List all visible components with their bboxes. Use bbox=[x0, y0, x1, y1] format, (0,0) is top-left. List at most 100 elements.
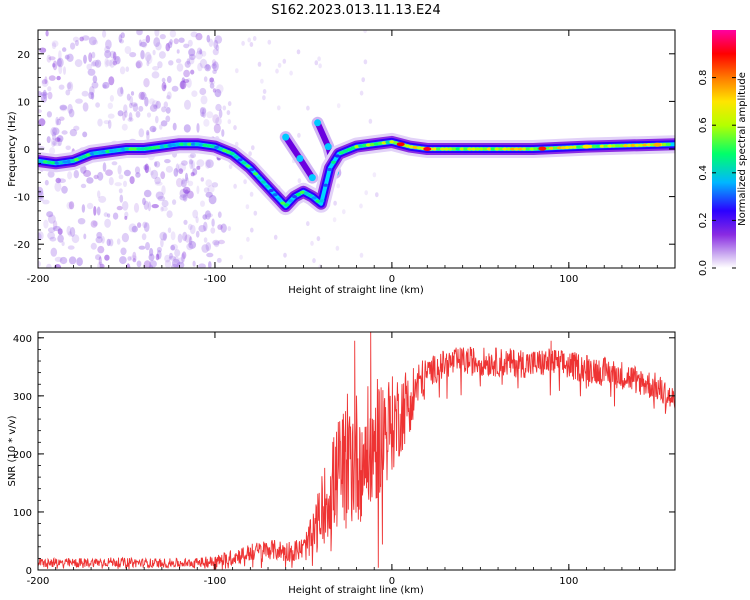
scatter-blob bbox=[147, 201, 151, 212]
scatter-blob bbox=[38, 118, 46, 127]
trace-bead bbox=[225, 150, 231, 154]
spectrogram-x-ticks: -200 -100 0 100 bbox=[27, 30, 676, 285]
scatter-blob bbox=[80, 183, 87, 189]
y-tick-label: 10 bbox=[17, 97, 30, 108]
trace-bead bbox=[521, 147, 527, 151]
scatter-blob bbox=[246, 236, 250, 242]
scatter-blob bbox=[47, 91, 53, 100]
scatter-blob bbox=[277, 105, 281, 111]
scatter-blob bbox=[95, 102, 100, 108]
scatter-blob bbox=[228, 164, 233, 170]
scatter-blob bbox=[152, 100, 159, 108]
trace-bead bbox=[591, 144, 597, 148]
scatter-blob bbox=[38, 186, 44, 196]
scatter-blob bbox=[168, 60, 174, 66]
scatter-blob bbox=[83, 233, 87, 240]
scatter-blob bbox=[201, 50, 207, 57]
scatter-blob bbox=[132, 251, 137, 260]
scatter-blob bbox=[218, 109, 223, 119]
scatter-blob bbox=[116, 238, 121, 245]
trace-bead bbox=[665, 142, 671, 146]
trace-bead bbox=[342, 149, 348, 153]
scatter-blob bbox=[154, 181, 163, 186]
scatter-blob bbox=[178, 168, 184, 175]
x-tick-label: -200 bbox=[27, 576, 50, 587]
trace-bead bbox=[249, 168, 255, 172]
scatter-blob bbox=[54, 137, 61, 142]
scatter-blob bbox=[184, 60, 191, 68]
scatter-blob bbox=[182, 231, 188, 242]
trace-bead bbox=[443, 147, 449, 151]
trace-bead bbox=[284, 203, 290, 207]
trace-bead bbox=[124, 147, 130, 151]
trace-hotspot bbox=[423, 147, 432, 151]
scatter-blob bbox=[55, 177, 62, 184]
scatter-blob bbox=[128, 112, 133, 121]
scatter-blob bbox=[186, 78, 192, 88]
trace-bead bbox=[221, 148, 228, 153]
trace-bead bbox=[288, 199, 294, 203]
scatter-blob bbox=[59, 105, 68, 112]
scatter-blob bbox=[112, 60, 118, 66]
scatter-blob bbox=[181, 253, 185, 263]
trace-bead bbox=[93, 151, 99, 155]
scatter-blob bbox=[129, 95, 134, 105]
scatter-blob bbox=[177, 233, 183, 243]
scatter-blob bbox=[208, 194, 217, 205]
scatter-blob bbox=[55, 116, 59, 126]
scatter-blob bbox=[249, 191, 254, 197]
trace-bead bbox=[315, 199, 321, 203]
trace-bead bbox=[292, 195, 298, 199]
scatter-blob bbox=[296, 49, 301, 55]
scatter-blob bbox=[108, 177, 114, 186]
scatter-blob bbox=[127, 117, 134, 122]
scatter-blob bbox=[46, 263, 52, 268]
scatter-blob bbox=[113, 51, 117, 61]
trace-bead bbox=[338, 151, 344, 155]
trace-bead bbox=[105, 149, 111, 154]
scatter-blob bbox=[143, 164, 148, 171]
scatter-blob bbox=[121, 232, 129, 243]
scatter-blob bbox=[124, 211, 129, 218]
trace-bead bbox=[58, 161, 64, 165]
scatter-blob bbox=[154, 161, 158, 167]
scatter-blob bbox=[46, 54, 52, 63]
scatter-blob bbox=[226, 110, 231, 116]
scatter-blob bbox=[45, 30, 49, 37]
trace-bead bbox=[545, 146, 551, 150]
scatter-blob bbox=[164, 159, 171, 164]
scatter-blob bbox=[260, 78, 264, 84]
trace-bead bbox=[163, 144, 169, 148]
trace-bead bbox=[533, 147, 539, 151]
scatter-blob bbox=[182, 193, 188, 202]
scatter-blob bbox=[235, 68, 239, 74]
scatter-blob bbox=[169, 30, 177, 38]
colorbar-tick-label: 0.2 bbox=[698, 212, 709, 228]
scatter-blob bbox=[38, 91, 42, 97]
scatter-blob bbox=[153, 37, 161, 48]
scatter-blob bbox=[183, 189, 190, 195]
scatter-blob bbox=[184, 99, 191, 110]
scatter-blob bbox=[146, 129, 150, 136]
trace-bead bbox=[214, 145, 220, 149]
trace-bead bbox=[439, 147, 446, 151]
scatter-blob bbox=[69, 128, 78, 137]
scatter-blob bbox=[135, 111, 141, 118]
scatter-blob bbox=[220, 223, 227, 233]
scatter-blob bbox=[154, 161, 161, 168]
trace-bead bbox=[346, 148, 352, 152]
scatter-blob bbox=[135, 61, 141, 69]
scatter-blob bbox=[122, 111, 126, 122]
trace-bead bbox=[494, 147, 500, 151]
scatter-blob bbox=[116, 205, 123, 211]
scatter-blob bbox=[233, 183, 237, 189]
scatter-blob bbox=[144, 166, 151, 173]
trace-bead bbox=[272, 193, 278, 197]
trace-bead bbox=[311, 196, 317, 200]
spectrogram-trace bbox=[38, 132, 675, 216]
scatter-blob bbox=[58, 84, 65, 90]
scatter-blob bbox=[200, 177, 204, 182]
scatter-blob bbox=[86, 202, 94, 210]
scatter-blob bbox=[90, 220, 98, 228]
scatter-blob bbox=[257, 61, 262, 67]
